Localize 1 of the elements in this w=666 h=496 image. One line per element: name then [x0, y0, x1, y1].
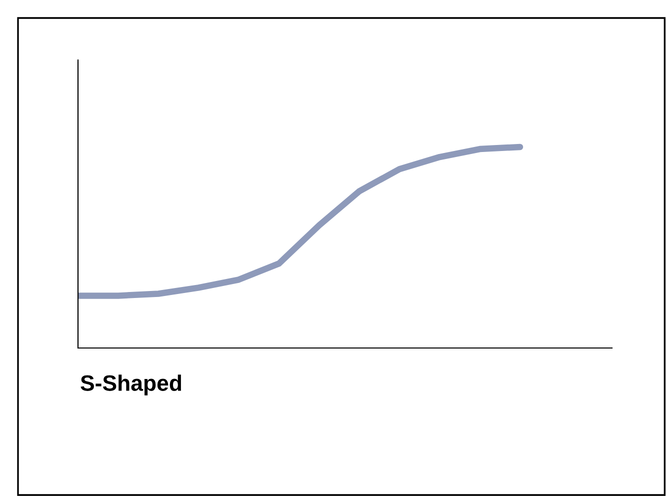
text: S-Shaped: [80, 374, 182, 396]
